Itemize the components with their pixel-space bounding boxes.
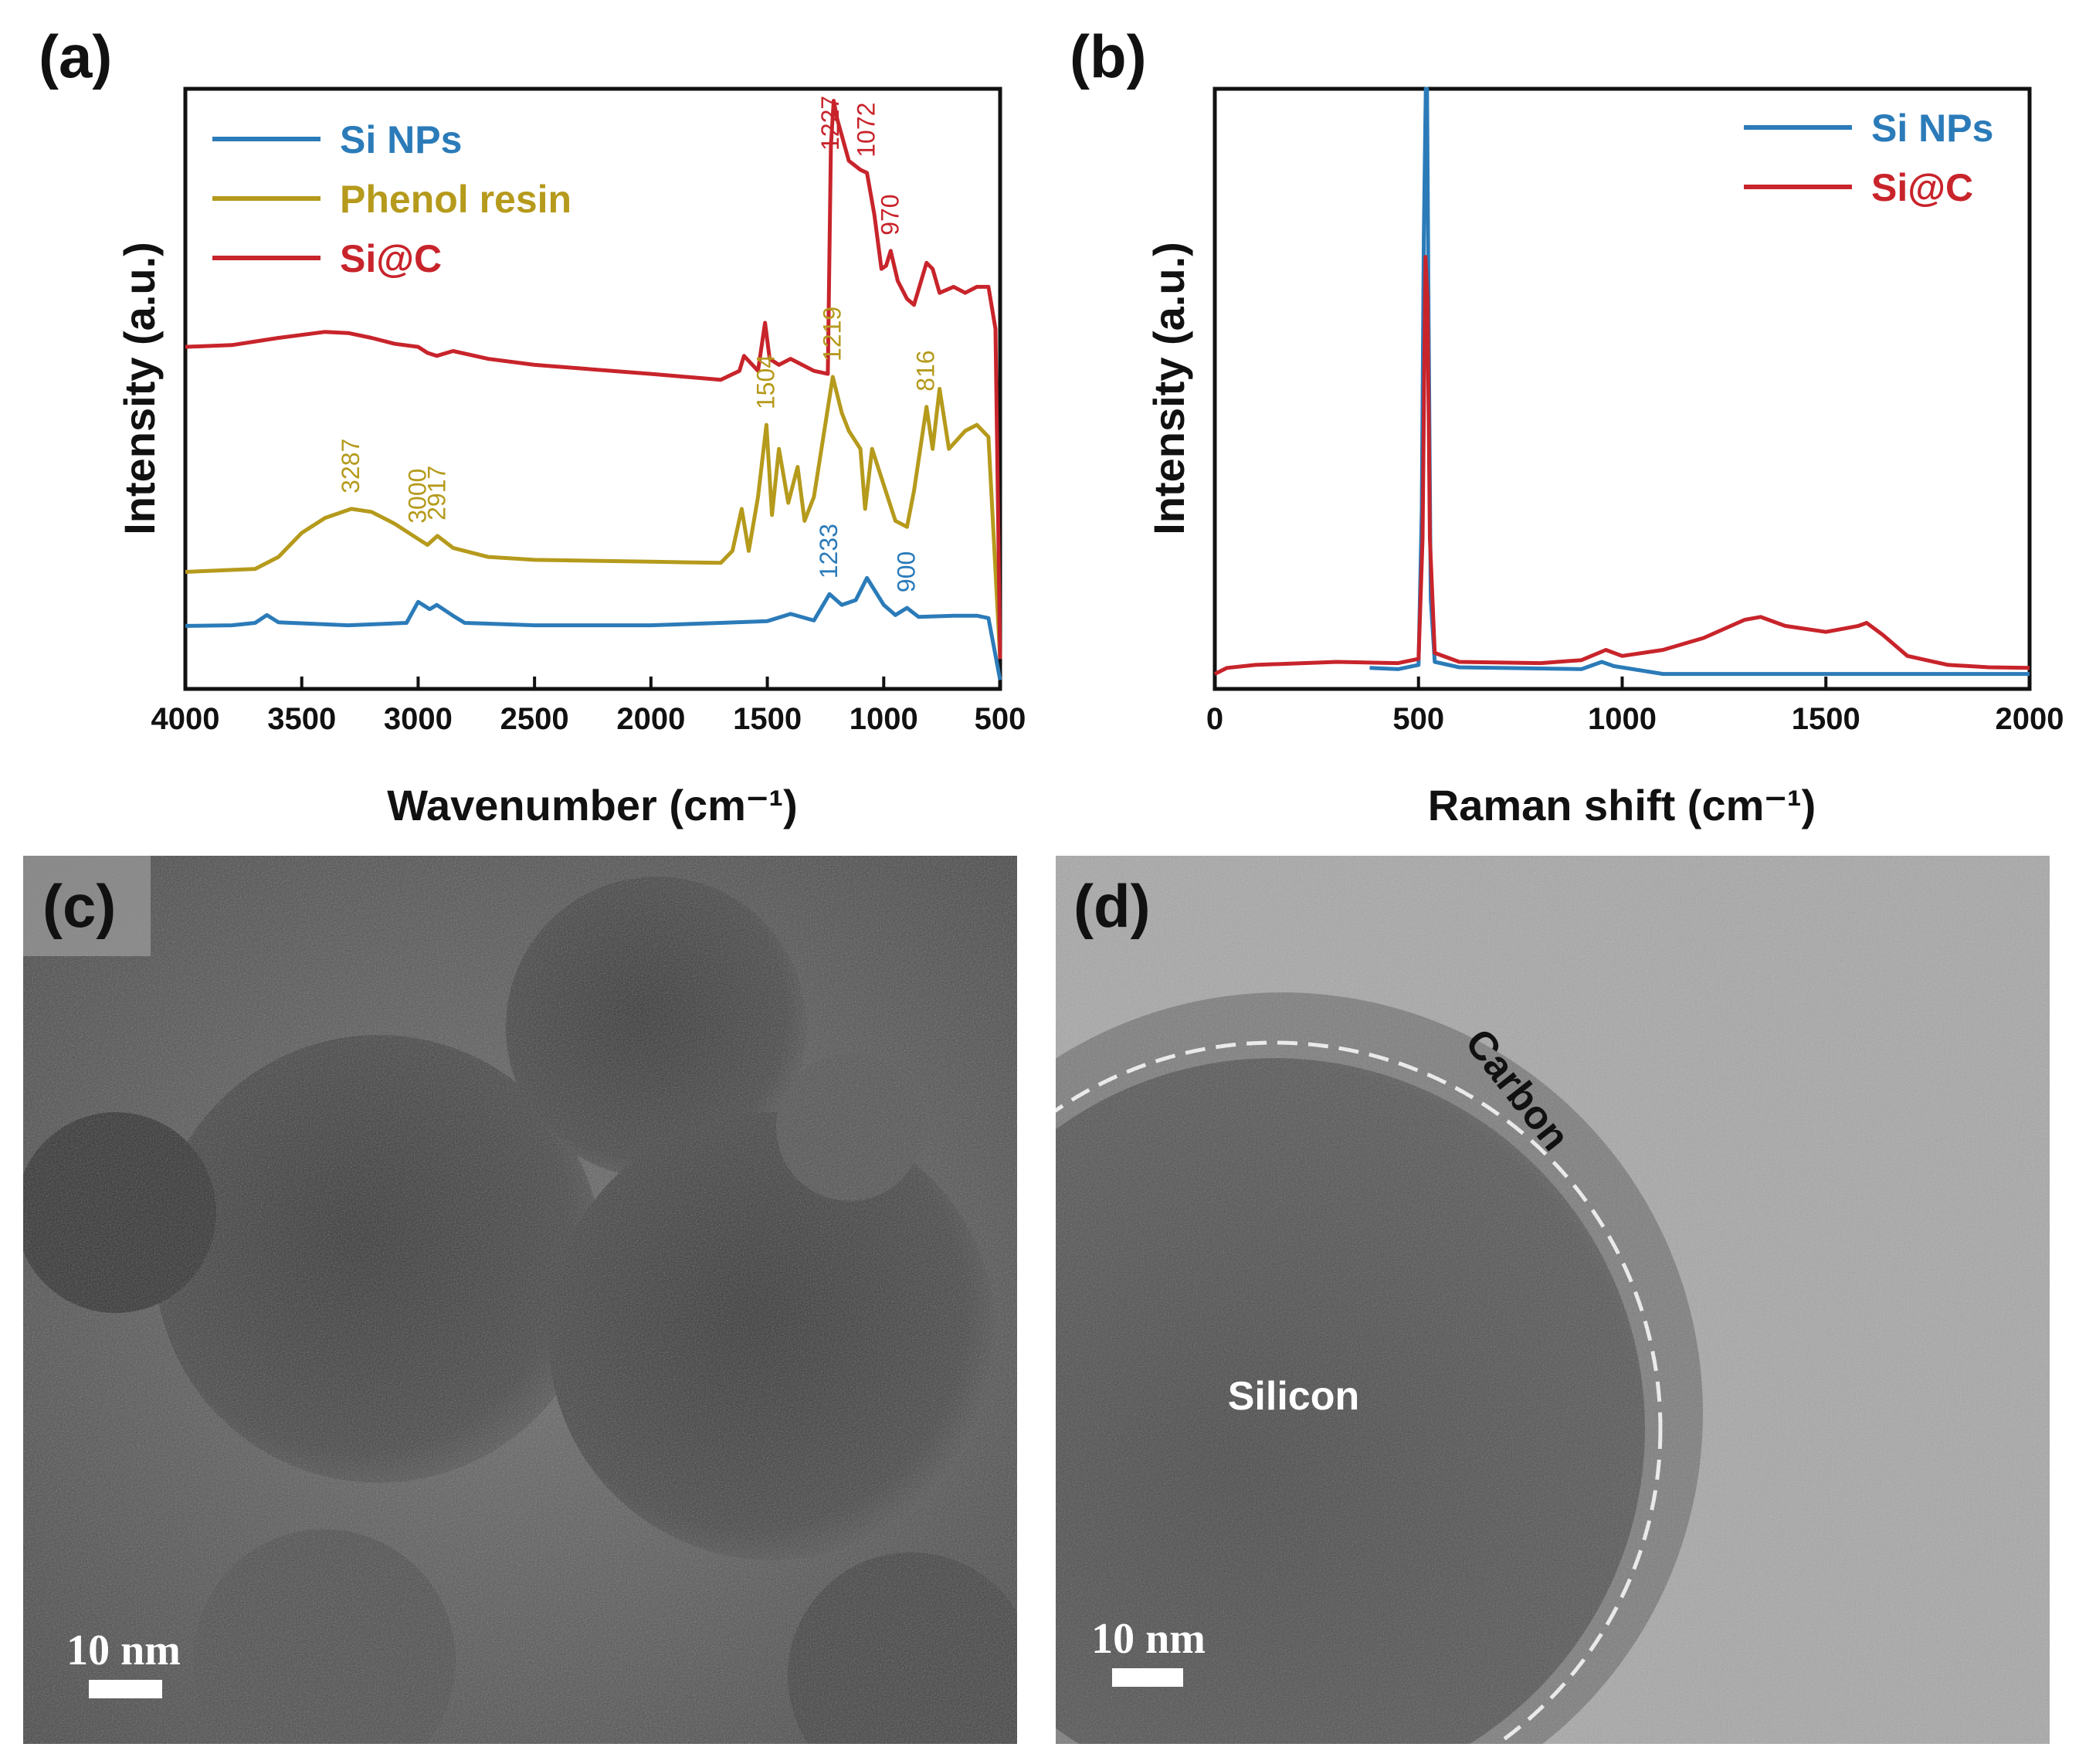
panel-d-silicon-label: Silicon bbox=[1228, 1374, 1359, 1419]
panel-b-letter: (b) bbox=[1070, 22, 1147, 90]
peak-label-1504: 1504 bbox=[751, 354, 779, 409]
x-tick-label: 1500 bbox=[1792, 702, 1860, 736]
peak-label-1227: 1227 bbox=[816, 96, 844, 151]
peak-label-970: 970 bbox=[876, 194, 904, 235]
panel-a-plot-frame bbox=[183, 87, 1002, 691]
panel-a-letter: (a) bbox=[39, 22, 112, 90]
panel-d-scale-bar bbox=[1112, 1668, 1183, 1687]
x-tick-label: 2500 bbox=[500, 702, 569, 736]
x-tick-label: 1500 bbox=[733, 702, 802, 736]
x-tick-label: 1000 bbox=[850, 702, 918, 736]
panel-a: (a) 4000 3500 3000 2500 2000 1500 1000 500 1227… bbox=[39, 22, 1026, 829]
series-line-si-c bbox=[185, 99, 1002, 660]
panel-a-x-ticks: 4000 3500 3000 2500 2000 1500 1000 500 bbox=[151, 677, 1026, 736]
peak-label-1072: 1072 bbox=[853, 103, 880, 158]
panel-d-letter: (d) bbox=[1073, 872, 1151, 940]
panel-a-y-axis-title: Intensity (a.u.) bbox=[115, 242, 164, 535]
peak-label-1233: 1233 bbox=[815, 524, 843, 578]
panel-c-letter-box bbox=[23, 856, 151, 956]
x-tick-label: 4000 bbox=[151, 702, 220, 736]
panel-c-scale-bar bbox=[89, 1680, 162, 1698]
panel-b-series bbox=[1213, 87, 2030, 677]
legend-label-phenol-resin: Phenol resin bbox=[340, 178, 571, 221]
panel-b-y-axis-title: Intensity (a.u.) bbox=[1145, 242, 1193, 535]
panel-c-scale-label: 10 nm bbox=[66, 1627, 181, 1674]
panel-b: (b) 0 500 1000 1500 2000 Si NPs Si@C Raman sh… bbox=[1070, 22, 2064, 829]
panel-a-x-axis-title: Wavenumber (cm⁻¹) bbox=[387, 781, 798, 829]
panel-c-letter: (c) bbox=[42, 872, 116, 940]
series-line-si-c bbox=[1213, 255, 2030, 676]
peak-label-2917: 2917 bbox=[422, 466, 450, 521]
panel-c-tem-image bbox=[23, 856, 1017, 1744]
panel-b-x-ticks: 0 500 1000 1500 2000 bbox=[1206, 677, 2064, 736]
legend-label-si-nps: Si NPs bbox=[1871, 107, 1993, 150]
peak-label-3000: 3000 bbox=[403, 469, 431, 524]
x-tick-label: 0 bbox=[1206, 702, 1223, 736]
peak-label-816: 816 bbox=[912, 350, 940, 391]
peak-label-1219: 1219 bbox=[818, 307, 846, 361]
x-tick-label: 2000 bbox=[1996, 702, 2064, 736]
panel-a-legend: Si NPs Phenol resin Si@C bbox=[212, 118, 571, 280]
x-tick-label: 1000 bbox=[1588, 702, 1657, 736]
peak-label-3287: 3287 bbox=[337, 439, 365, 494]
panel-d-tem-image bbox=[1056, 856, 2050, 1744]
x-tick-label: 3500 bbox=[267, 702, 336, 736]
series-line-phenol-resin bbox=[185, 375, 1002, 660]
legend-label-si-c: Si@C bbox=[1871, 166, 1973, 209]
legend-label-si-c: Si@C bbox=[340, 237, 442, 280]
panel-a-series bbox=[185, 99, 1002, 680]
panel-b-x-axis-title: Raman shift (cm⁻¹) bbox=[1428, 781, 1816, 829]
peak-label-900: 900 bbox=[892, 551, 920, 592]
panel-d-scale-label: 10 nm bbox=[1091, 1615, 1206, 1663]
x-tick-label: 500 bbox=[975, 702, 1026, 736]
x-tick-label: 2000 bbox=[616, 702, 685, 736]
legend-label-si-nps: Si NPs bbox=[340, 118, 462, 161]
x-tick-label: 500 bbox=[1392, 702, 1444, 736]
panel-b-legend: Si NPs Si@C bbox=[1744, 107, 1993, 209]
series-line-si-nps bbox=[185, 575, 1002, 680]
x-tick-label: 3000 bbox=[384, 702, 453, 736]
